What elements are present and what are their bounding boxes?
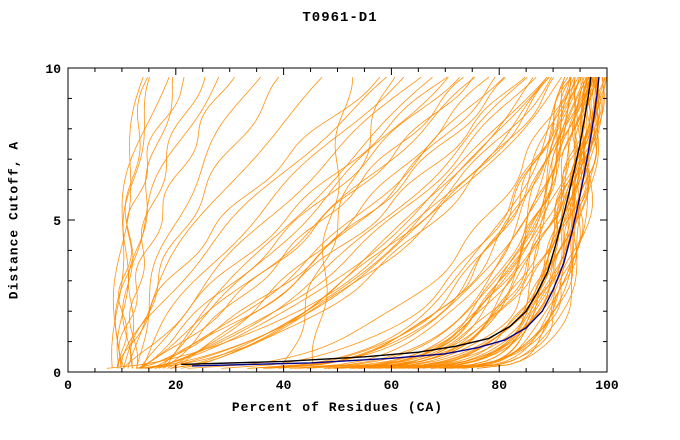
prediction-curve [106, 76, 550, 369]
prediction-curve [368, 77, 600, 369]
x-tick-label: 40 [276, 378, 292, 393]
x-tick-label: 60 [384, 378, 400, 393]
x-axis-label: Percent of Residues (CA) [231, 400, 444, 415]
prediction-curve [373, 77, 606, 369]
prediction-curve [150, 76, 505, 369]
prediction-curve [351, 77, 591, 369]
model-black-curve [181, 77, 592, 366]
prediction-curve [154, 76, 552, 369]
prediction-curve [171, 76, 548, 369]
prediction-curve [247, 76, 582, 369]
prediction-curve [116, 77, 185, 369]
prediction-curve [169, 76, 555, 369]
prediction-curve [407, 76, 591, 369]
model-navy-curve [191, 77, 600, 367]
prediction-curve [476, 77, 605, 369]
prediction-curve [141, 76, 548, 369]
prediction-curve [278, 77, 572, 369]
prediction-curve [123, 77, 174, 369]
prediction-curve [187, 77, 571, 369]
x-tick-label: 20 [168, 378, 184, 393]
prediction-curve [114, 76, 220, 369]
x-tick-label: 0 [64, 378, 72, 393]
prediction-curve [263, 76, 579, 369]
prediction-curve [116, 76, 381, 369]
x-tick-label: 100 [595, 378, 619, 393]
prediction-curve [323, 76, 597, 369]
prediction-curve [268, 76, 572, 369]
prediction-curve [136, 76, 526, 369]
y-tick-label: 0 [53, 366, 61, 381]
y-tick-label: 5 [53, 214, 61, 229]
y-tick-label: 10 [45, 62, 61, 77]
prediction-curve [149, 76, 528, 369]
prediction-curve [360, 77, 595, 369]
prediction-curve [137, 76, 476, 369]
prediction-curve [158, 76, 449, 369]
prediction-curve [167, 76, 490, 369]
prediction-curve [294, 76, 576, 369]
prediction-curve [142, 76, 404, 369]
prediction-curve [327, 77, 577, 369]
prediction-curve [360, 77, 580, 369]
prediction-curve [116, 76, 150, 369]
prediction-curve [279, 76, 396, 369]
prediction-curve [413, 76, 588, 369]
prediction-curve [129, 76, 280, 369]
prediction-curve [112, 76, 144, 369]
prediction-curve [140, 76, 474, 369]
prediction-curve [139, 76, 562, 369]
prediction-curve [146, 76, 537, 369]
prediction-curve [136, 76, 261, 369]
prediction-curve [136, 76, 506, 369]
chart-title: T0961-D1 [302, 10, 378, 26]
prediction-curve [118, 76, 235, 369]
prediction-curve [140, 76, 461, 369]
x-tick-label: 80 [491, 378, 507, 393]
prediction-curve [334, 76, 590, 369]
prediction-curve [324, 76, 585, 369]
prediction-curve [144, 76, 550, 369]
prediction-curve [249, 76, 566, 369]
prediction-curve [162, 76, 464, 369]
prediction-curve [122, 76, 448, 369]
prediction-curve [311, 77, 354, 369]
prediction-curve [392, 77, 602, 369]
prediction-curve [111, 76, 170, 369]
prediction-curve [181, 76, 534, 369]
prediction-curve [164, 76, 433, 369]
prediction-curve [358, 77, 596, 369]
prediction-curve [170, 76, 496, 369]
prediction-curve [264, 76, 569, 369]
prediction-curve [341, 76, 565, 369]
prediction-curve [221, 76, 573, 369]
prediction-curve [127, 76, 323, 369]
prediction-curve [333, 76, 596, 369]
